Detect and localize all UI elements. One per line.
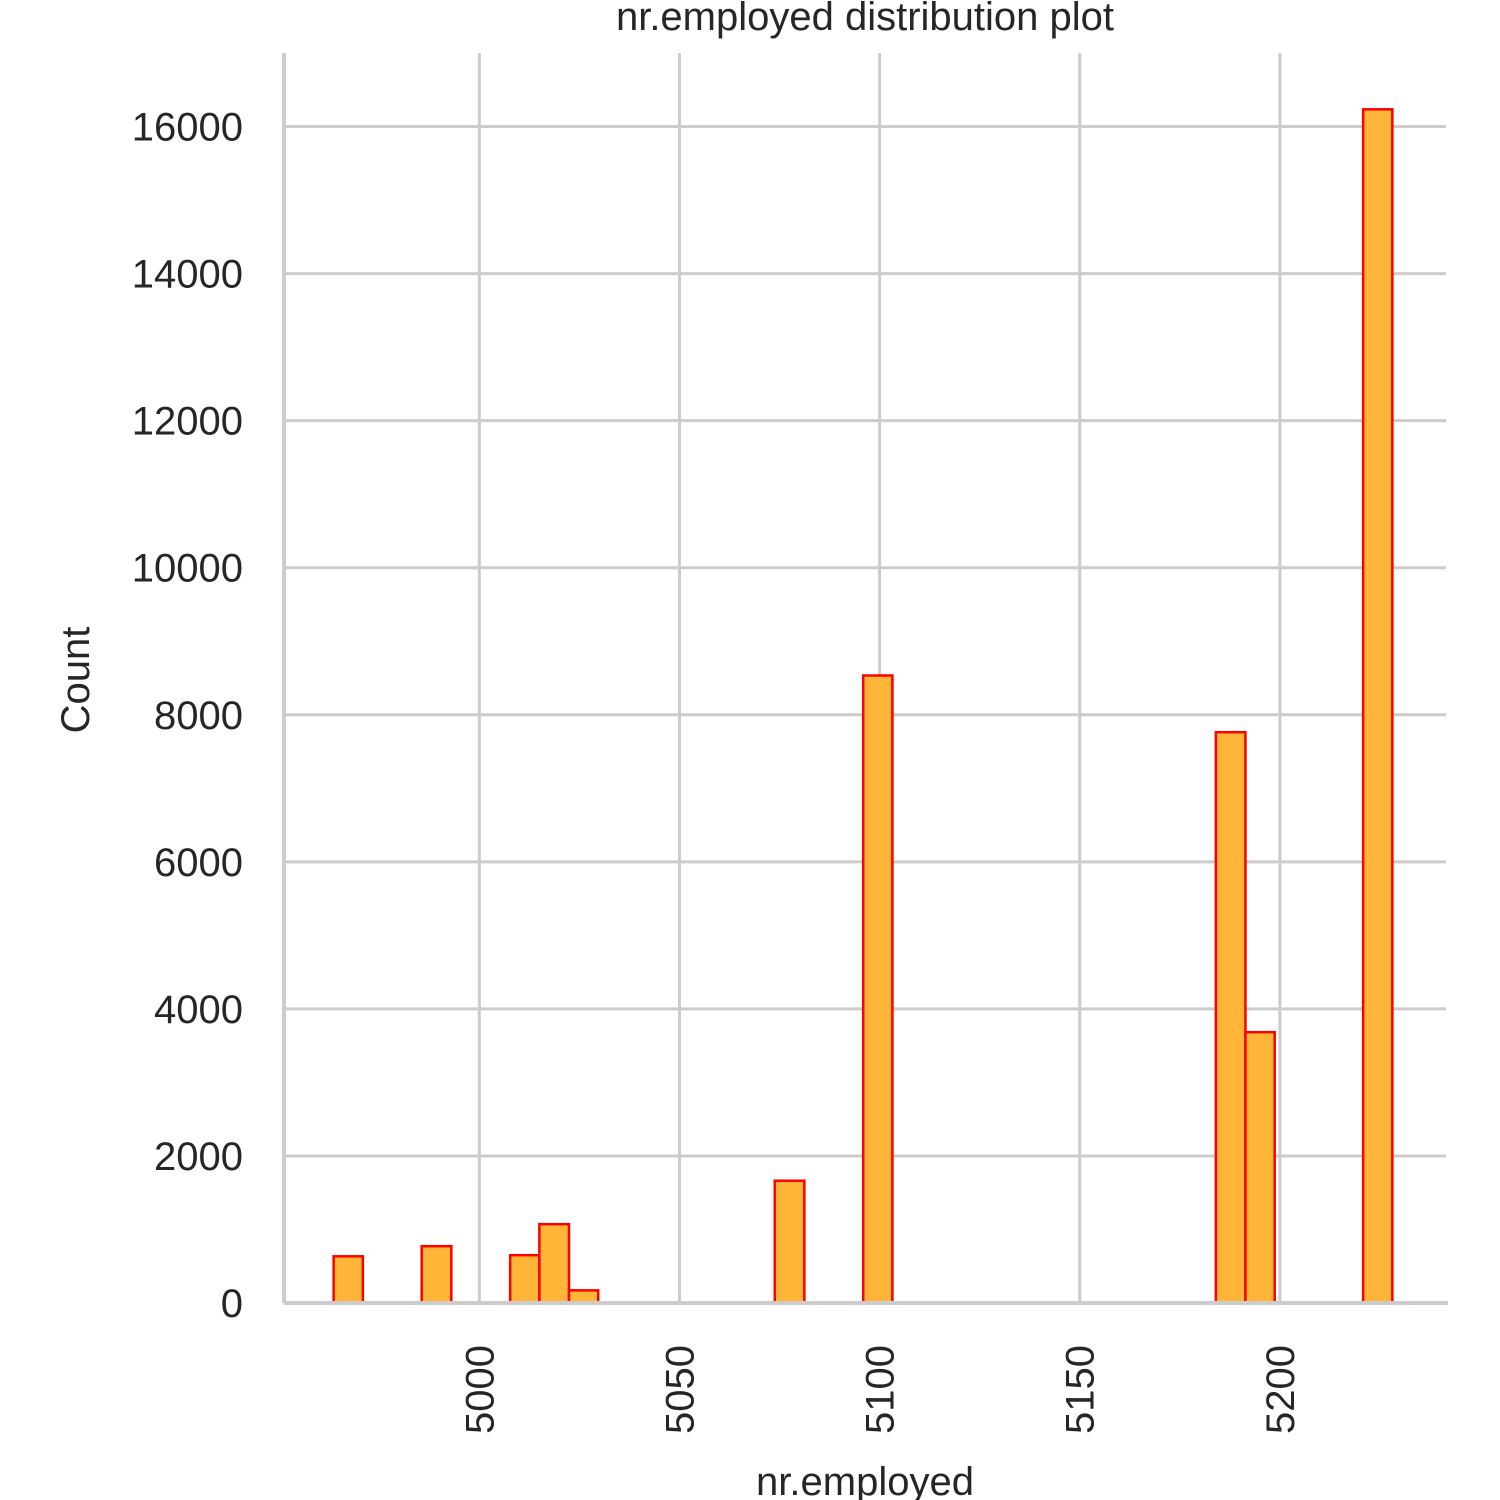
y-tick-label: 10000 (132, 547, 243, 591)
y-tick-label: 8000 (154, 694, 243, 738)
histogram-bar (773, 1179, 806, 1305)
histogram-bar (508, 1253, 541, 1305)
x-tick-label: 5100 (859, 1345, 903, 1434)
x-tick-label: 5150 (1059, 1345, 1103, 1434)
x-tick-label: 5000 (458, 1345, 502, 1434)
y-tick-label: 0 (221, 1282, 243, 1326)
y-axis-label: Count (54, 627, 98, 734)
histogram-bar (420, 1244, 453, 1305)
chart-title: nr.employed distribution plot (616, 0, 1114, 39)
histogram-bars (332, 108, 1394, 1305)
axis-spines (282, 53, 1448, 1305)
histogram-bar (861, 674, 894, 1305)
histogram-bar (332, 1255, 365, 1305)
x-tick-label: 5200 (1259, 1345, 1303, 1434)
y-tick-label: 2000 (154, 1135, 243, 1179)
y-tick-labels: 0 2000 4000 6000 8000 10000 12000 14000 16000 (132, 106, 243, 1326)
y-tick-label: 14000 (132, 253, 243, 297)
x-axis-label: nr.employed (756, 1460, 974, 1500)
histogram-bar (1361, 108, 1394, 1305)
y-tick-label: 6000 (154, 841, 243, 885)
histogram-bar (1214, 730, 1247, 1305)
y-tick-label: 12000 (132, 400, 243, 444)
x-tick-label: 5050 (658, 1345, 702, 1434)
y-tick-label: 16000 (132, 106, 243, 150)
y-tick-label: 4000 (154, 988, 243, 1032)
histogram-bar (1244, 1030, 1276, 1305)
histogram-bar (538, 1222, 571, 1305)
x-tick-labels: 5000 5050 5100 5150 5200 (458, 1345, 1303, 1434)
